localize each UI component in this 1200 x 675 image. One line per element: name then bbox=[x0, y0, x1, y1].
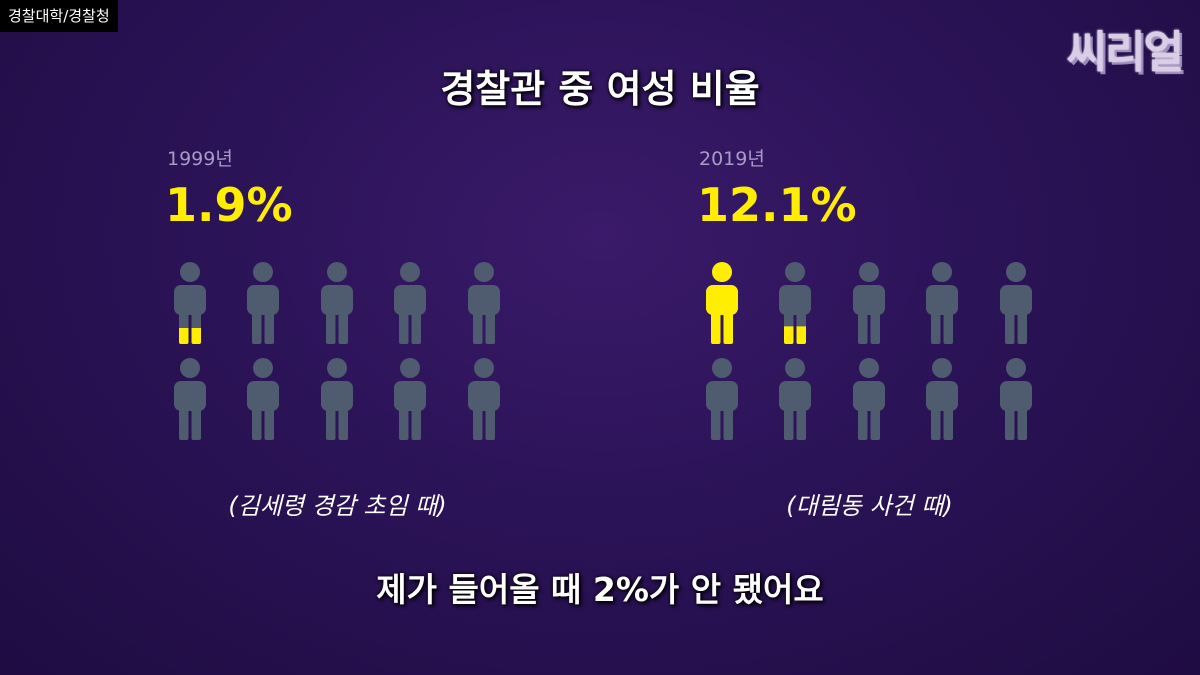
person-icon bbox=[926, 358, 958, 440]
panel-year: 2019년 bbox=[699, 148, 765, 170]
source-tag: 경찰대학/경찰청 bbox=[0, 0, 118, 32]
person-icon bbox=[174, 262, 206, 344]
panel-1999: 1999년 1.9% (김세령 경감 초임 때) bbox=[165, 140, 565, 520]
pictograph-2019 bbox=[706, 262, 1032, 440]
panel-percentage: 12.1% bbox=[697, 178, 857, 232]
person-icon bbox=[394, 262, 426, 344]
panel-year: 1999년 bbox=[167, 148, 233, 170]
person-icon bbox=[247, 358, 279, 440]
person-icon bbox=[321, 262, 353, 344]
person-icon bbox=[853, 262, 885, 344]
chart-title: 경찰관 중 여성 비율 bbox=[440, 67, 760, 111]
person-icon bbox=[779, 358, 811, 440]
subtitle-caption: 제가 들어올 때 2%가 안 됐어요 bbox=[376, 570, 824, 609]
panel-caption: (김세령 경감 초임 때) bbox=[228, 492, 447, 520]
person-icon bbox=[779, 262, 811, 344]
panel-percentage: 1.9% bbox=[165, 178, 293, 232]
person-icon bbox=[926, 262, 958, 344]
person-icon bbox=[247, 262, 279, 344]
person-icon bbox=[1000, 358, 1032, 440]
channel-logo: 씨리얼 bbox=[1066, 27, 1184, 78]
panel-2019: 2019년 12.1% (대림동 사건 때) bbox=[697, 140, 1097, 520]
person-icon bbox=[706, 262, 738, 344]
person-icon bbox=[706, 358, 738, 440]
person-icon bbox=[468, 358, 500, 440]
pictograph-1999 bbox=[174, 262, 500, 440]
person-icon bbox=[853, 358, 885, 440]
person-icon bbox=[394, 358, 426, 440]
person-icon bbox=[321, 358, 353, 440]
panel-caption: (대림동 사건 때) bbox=[786, 492, 953, 520]
person-icon bbox=[468, 262, 500, 344]
person-icon bbox=[1000, 262, 1032, 344]
person-icon bbox=[174, 358, 206, 440]
